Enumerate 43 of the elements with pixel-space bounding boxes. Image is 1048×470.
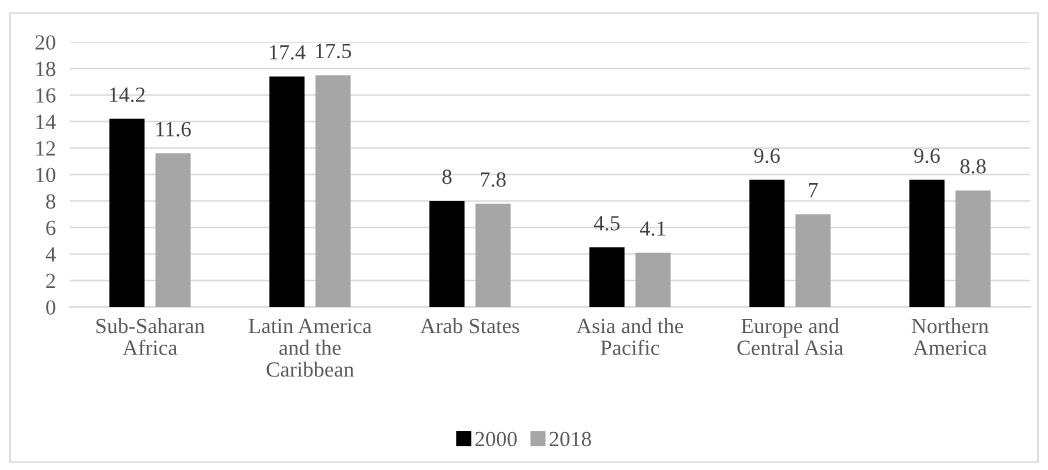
y-tick-label: 2 — [46, 273, 55, 288]
bar — [909, 179, 945, 307]
data-label: 7 — [809, 183, 818, 198]
x-tick-label: Asia and the Pacific — [576, 318, 684, 356]
y-tick-label: 20 — [35, 35, 56, 50]
bar — [269, 76, 305, 307]
data-label: 4.1 — [640, 221, 666, 236]
y-tick-label: 10 — [36, 167, 56, 183]
bar — [109, 118, 145, 307]
bar — [795, 214, 831, 307]
y-tick-label: 6 — [46, 220, 56, 236]
x-tick-label: Northern America — [911, 318, 989, 356]
data-label: 17.5 — [316, 43, 352, 59]
y-tick-label: 8 — [46, 194, 56, 209]
y-tick-label: 0 — [46, 300, 56, 315]
bar — [155, 153, 191, 307]
y-tick-label: 18 — [36, 61, 56, 77]
data-label: 8.8 — [960, 159, 986, 174]
y-tick-label: 14 — [36, 114, 56, 129]
y-tick-label: 4 — [45, 247, 56, 262]
y-tick-label: 16 — [36, 88, 56, 103]
x-tick-label: Sub-Saharan Africa — [96, 318, 205, 356]
y-tick-label: 12 — [36, 141, 55, 156]
bar — [429, 201, 465, 307]
data-label: 8 — [442, 169, 452, 185]
data-label: 9.6 — [914, 148, 940, 164]
bar — [955, 190, 991, 307]
data-label: 4.5 — [593, 216, 620, 231]
bar — [315, 75, 351, 307]
x-tick-label: Latin America and the Caribbean — [248, 318, 372, 377]
legend-label: 2000 — [475, 431, 517, 447]
data-label: 14.2 — [110, 87, 145, 103]
legend-label: 2018 — [549, 431, 591, 447]
data-label: 7.8 — [481, 172, 506, 187]
data-label: 17.4 — [270, 45, 306, 60]
x-tick-label: Arab States — [420, 318, 520, 334]
bar — [749, 179, 785, 307]
bar — [589, 247, 625, 307]
data-label: 11.6 — [156, 121, 191, 137]
data-label: 9.6 — [754, 148, 780, 164]
bar — [635, 252, 671, 307]
bar — [475, 203, 511, 307]
x-tick-label: Europe and Central Asia — [737, 318, 844, 356]
